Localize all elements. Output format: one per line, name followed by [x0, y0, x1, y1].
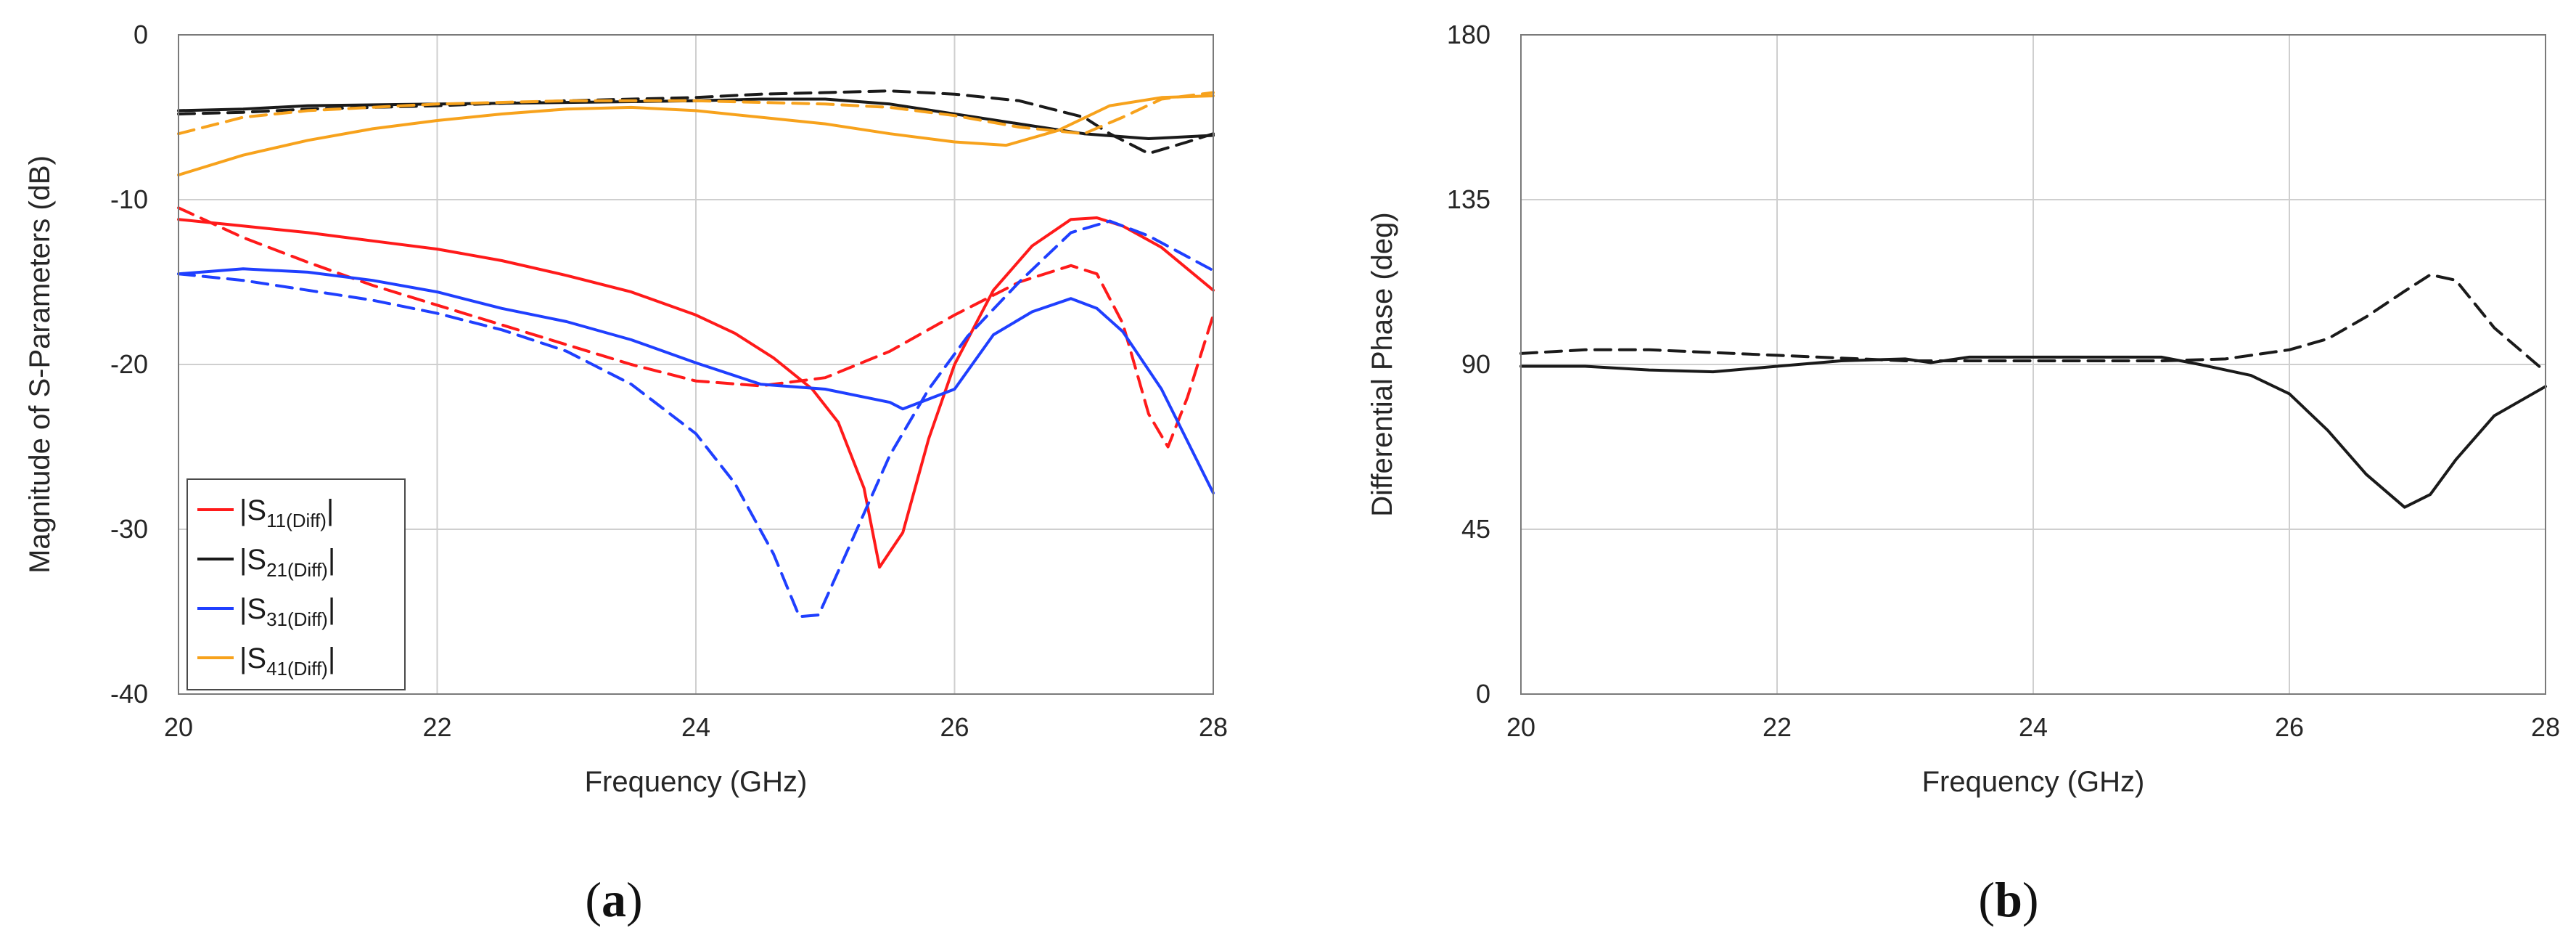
panel-caption-a: (a): [585, 872, 642, 927]
series-line-a-3: [177, 89, 1215, 155]
legend-entry: |S21(Diff)|: [239, 544, 335, 581]
series-line-a-7: [177, 91, 1215, 136]
x-tick-label: 28: [2531, 712, 2560, 742]
y-tick-label: 45: [1461, 514, 1490, 544]
y-tick-label: -40: [110, 679, 148, 709]
chart-panel-a: 20 22 24 26 28 -40 -30 -20 -10 0 Frequency (GHz)…: [24, 20, 1228, 927]
y-tick-label: -20: [110, 349, 148, 379]
legend-entry: |S41(Diff)|: [239, 643, 335, 680]
grid-b: [1521, 35, 2546, 694]
x-tick-label: 24: [2019, 712, 2048, 742]
chart-panel-b: 20 22 24 26 28 0 45 90 135 180 Frequency (GHz) D…: [1366, 20, 2560, 927]
series-line-a-0: [177, 216, 1215, 569]
series-line-a-5: [177, 219, 1215, 619]
series-line-a-6: [177, 94, 1215, 176]
x-tick-label: 26: [940, 712, 969, 742]
y-tick-label: 135: [1447, 184, 1490, 214]
y-tick-label: 180: [1447, 20, 1490, 49]
plot-frame-b: [1520, 34, 2546, 695]
plot-frame-a: [178, 34, 1214, 695]
x-tick-labels-a: 20 22 24 26 28: [164, 712, 1228, 742]
series-group-b: [1519, 273, 2547, 509]
legend-entry: |S31(Diff)|: [239, 593, 335, 630]
x-tick-label: 20: [1506, 712, 1535, 742]
y-tick-labels-a: -40 -30 -20 -10 0: [110, 20, 148, 709]
series-line-b-0: [1519, 355, 2547, 509]
y-tick-labels-b: 0 45 90 135 180: [1447, 20, 1490, 709]
x-tick-label: 24: [681, 712, 710, 742]
panel-letter: a: [602, 872, 626, 927]
legend-entry: |S11(Diff)|: [239, 494, 334, 531]
series-line-a-4: [177, 267, 1215, 495]
series-line-a-1: [177, 206, 1215, 449]
panel-letter: b: [1995, 872, 2022, 927]
x-tick-label: 22: [422, 712, 451, 742]
series-group-a: [177, 89, 1215, 619]
x-tick-labels-b: 20 22 24 26 28: [1506, 712, 2560, 742]
x-tick-label: 28: [1199, 712, 1228, 742]
panel-caption-b: (b): [1978, 872, 2038, 927]
y-axis-label-a: Magnitude of S-Parameters (dB): [24, 155, 56, 574]
y-tick-label: 0: [1476, 679, 1490, 709]
legend-box: [186, 478, 406, 690]
y-tick-label: -10: [110, 184, 148, 214]
y-tick-label: 0: [134, 20, 148, 49]
x-axis-label-b: Frequency (GHz): [1922, 766, 2145, 798]
x-tick-label: 22: [1763, 712, 1792, 742]
x-tick-label: 26: [2275, 712, 2304, 742]
series-line-b-1: [1519, 273, 2547, 374]
x-tick-label: 20: [164, 712, 193, 742]
y-axis-label-b: Differential Phase (deg): [1366, 212, 1398, 517]
y-tick-label: 90: [1461, 349, 1490, 379]
y-tick-label: -30: [110, 514, 148, 544]
x-axis-label-a: Frequency (GHz): [585, 766, 808, 798]
legend-a: |S11(Diff)| |S21(Diff)| |S31(Diff)| |S41(Di…: [186, 478, 406, 690]
